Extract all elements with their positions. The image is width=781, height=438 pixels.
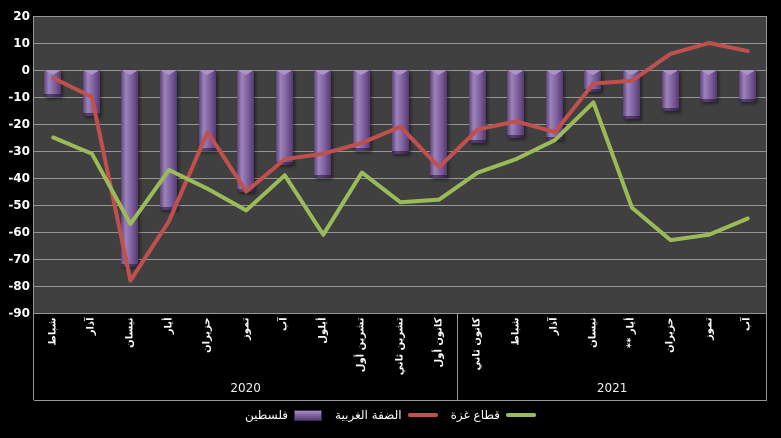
x-axis-month-label: تموز xyxy=(240,317,252,341)
bar-palestine xyxy=(391,70,409,154)
x-axis-month-label: آذار xyxy=(548,317,560,336)
gridline xyxy=(33,177,767,179)
y-axis-tick-label: -80 xyxy=(8,279,30,293)
x-axis-month-label: أيلول xyxy=(317,317,329,344)
plot-border xyxy=(33,16,34,313)
legend: فلسطين الضفة الغربية قطاع غزة xyxy=(0,408,781,422)
gridline xyxy=(33,204,767,206)
y-axis-tick-label: -40 xyxy=(8,171,30,185)
year-label: 2020 xyxy=(230,381,261,395)
legend-bar-swatch xyxy=(294,409,323,421)
gridline xyxy=(33,42,767,44)
bar-palestine xyxy=(352,70,370,151)
legend-line-swatch xyxy=(407,413,438,417)
bar-palestine xyxy=(468,70,486,143)
y-axis-tick-label: -20 xyxy=(8,117,30,131)
legend-line-swatch xyxy=(505,413,536,417)
axis-group-divider xyxy=(457,313,459,400)
x-axis-month-label: تشرين أول xyxy=(355,317,367,373)
bar-palestine xyxy=(275,70,293,165)
bar-palestine xyxy=(314,70,332,178)
legend-label: الضفة الغربية xyxy=(335,408,402,422)
x-axis-month-label: نيسان xyxy=(587,317,599,348)
bar-palestine xyxy=(661,70,679,111)
x-axis-month-label: تموز xyxy=(703,317,715,341)
bar-palestine xyxy=(44,70,62,97)
y-axis-tick-label: -70 xyxy=(8,252,30,266)
legend-label: فلسطين xyxy=(245,408,289,422)
legend-item-palestine: فلسطين xyxy=(245,408,323,422)
bar-palestine xyxy=(430,70,448,178)
bar-palestine xyxy=(237,70,255,192)
axis-baseline xyxy=(33,400,767,401)
bar-palestine xyxy=(545,70,563,141)
y-axis-tick-label: -30 xyxy=(8,144,30,158)
x-axis-month-label: كانون أول xyxy=(433,317,445,368)
bar-palestine xyxy=(700,70,718,103)
x-axis-month-label: آب xyxy=(741,317,753,331)
bar-palestine xyxy=(584,70,602,92)
bar-palestine xyxy=(507,70,525,138)
x-axis-month-label: تشرين ثاني xyxy=(394,317,406,376)
bar-palestine xyxy=(121,70,139,268)
y-axis-tick-label: -10 xyxy=(8,90,30,104)
legend-label: قطاع غزة xyxy=(450,408,500,422)
legend-item-gaza-strip: قطاع غزة xyxy=(451,408,536,422)
gridline xyxy=(33,312,767,314)
gridline xyxy=(33,15,767,17)
axis-group-divider xyxy=(766,313,767,400)
y-axis-tick-label: -90 xyxy=(8,306,30,320)
x-axis-month-label: شباط xyxy=(510,317,522,346)
axis-group-divider xyxy=(33,313,34,400)
bar-palestine xyxy=(738,70,756,103)
y-axis-tick-label: -60 xyxy=(8,225,30,239)
year-label: 2021 xyxy=(596,381,628,395)
bar-palestine xyxy=(160,70,178,211)
x-axis-month-label: آب xyxy=(278,317,290,331)
x-axis-month-label: أيار xyxy=(163,317,175,335)
plot-border xyxy=(766,16,767,313)
gridline xyxy=(33,258,767,260)
y-axis-tick-label: 20 xyxy=(13,9,30,23)
plot-area xyxy=(33,16,767,313)
x-axis-month-label: آذار xyxy=(85,317,97,336)
x-axis-month-label: شباط xyxy=(47,317,59,346)
y-axis-tick-label: 10 xyxy=(13,36,30,50)
gridline xyxy=(33,285,767,287)
bar-palestine xyxy=(82,70,100,116)
gridline xyxy=(33,231,767,233)
x-axis-month-label: أيار ** xyxy=(625,317,637,349)
y-axis-tick-label: -50 xyxy=(8,198,30,212)
bar-palestine xyxy=(622,70,640,119)
x-axis-month-label: كانون ثاني xyxy=(471,317,483,371)
x-axis-month-label: حزيران xyxy=(201,317,213,353)
bar-palestine xyxy=(198,70,216,151)
y-axis-tick-label: 0 xyxy=(21,63,30,77)
x-axis-month-label: حزيران xyxy=(664,317,676,353)
x-axis-month-label: نيسان xyxy=(124,317,136,348)
legend-item-west-bank: الضفة الغربية xyxy=(335,408,438,422)
